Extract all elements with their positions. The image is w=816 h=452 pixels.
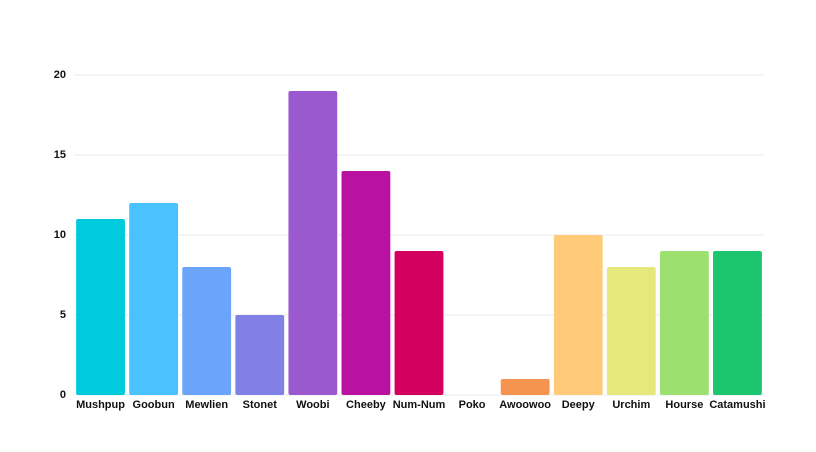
y-tick-label: 15 (54, 149, 66, 161)
bar (553, 235, 603, 395)
x-tick-label: Mewlien (185, 399, 228, 411)
x-tick-label: Goobun (133, 399, 175, 411)
x-tick-label: Mushpup (76, 399, 125, 411)
x-tick-label: Urchim (612, 399, 650, 411)
y-tick-label: 5 (60, 309, 66, 321)
x-tick-label: Stonet (243, 399, 278, 411)
x-tick-label: Poko (459, 399, 486, 411)
bar (394, 251, 444, 395)
y-tick-label: 10 (54, 229, 66, 241)
bar (606, 267, 656, 395)
x-tick-label: Cheeby (346, 399, 387, 411)
bar (288, 91, 338, 395)
bar (76, 219, 125, 395)
bar (659, 251, 709, 395)
bar (713, 251, 762, 395)
x-tick-label: Woobi (296, 399, 329, 411)
x-tick-label: Hourse (665, 399, 703, 411)
x-tick-label: Deepy (562, 399, 596, 411)
x-tick-label: Awoowoo (499, 399, 551, 411)
bar (182, 267, 232, 395)
y-tick-label: 20 (54, 69, 66, 81)
bar (235, 315, 285, 395)
x-tick-label: Num-Num (393, 399, 446, 411)
y-tick-label: 0 (60, 389, 66, 401)
x-tick-label: Catamushi (709, 399, 765, 411)
bar (341, 171, 391, 395)
bar (500, 379, 550, 395)
bar (129, 203, 179, 395)
